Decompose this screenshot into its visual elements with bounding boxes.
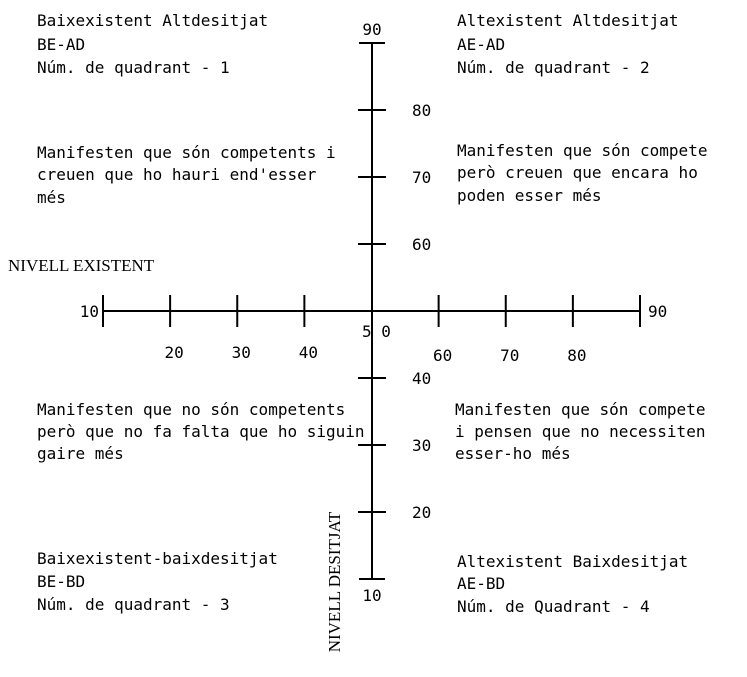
quadrant-3-code: BE-BD bbox=[37, 572, 86, 591]
x-tick-label-90: 90 bbox=[648, 302, 667, 321]
quadrant-3-number: Núm. de quadrant - 3 bbox=[37, 595, 230, 614]
quadrant-3-desc-line-1: Manifesten que no són competents bbox=[37, 400, 346, 419]
x-tick-label-30: 30 bbox=[232, 343, 251, 362]
quadrant-3-title: Baixexistent-baixdesitjat bbox=[37, 549, 278, 568]
quadrant-2-code: AE-AD bbox=[457, 35, 506, 54]
quadrant-1-title: Baixexistent Altdesitjat bbox=[37, 11, 269, 30]
quadrant-4-number: Núm. de Quadrant - 4 bbox=[457, 597, 650, 616]
x-axis-title: NIVELL EXISTENT bbox=[8, 256, 155, 275]
x-tick-label-60: 60 bbox=[433, 346, 452, 365]
quadrant-1-desc-line-2: creuen que ho hauri end'esser bbox=[37, 165, 317, 184]
y-tick-label-20: 20 bbox=[412, 503, 431, 522]
y-tick-label-90: 90 bbox=[362, 20, 381, 39]
x-tick-label-20: 20 bbox=[164, 343, 183, 362]
x-tick-label-10: 10 bbox=[80, 302, 99, 321]
y-tick-label-30: 30 bbox=[412, 436, 431, 455]
quadrant-2-title: Altexistent Altdesitjat bbox=[457, 11, 679, 30]
quadrant-1-desc-line-3: més bbox=[37, 188, 66, 207]
x-tick-label-70: 70 bbox=[500, 346, 519, 365]
quadrant-1-number: Núm. de quadrant - 1 bbox=[37, 58, 230, 77]
y-tick-label-40: 40 bbox=[412, 369, 431, 388]
x-tick-label-80: 80 bbox=[567, 346, 586, 365]
y-tick-label-10: 10 bbox=[362, 586, 381, 605]
x-tick-label-40: 40 bbox=[299, 343, 318, 362]
y-tick-label-80: 80 bbox=[412, 101, 431, 120]
quadrant-3-desc-line-3: gaire més bbox=[37, 444, 124, 463]
quadrant-4-title: Altexistent Baixdesitjat bbox=[457, 552, 689, 571]
quadrant-2-desc-line-1: Manifesten que són compete bbox=[457, 141, 708, 160]
quadrant-4-code: AE-BD bbox=[457, 574, 506, 593]
quadrant-4-desc-line-1: Manifesten que són compete bbox=[455, 400, 706, 419]
quadrant-1-code: BE-AD bbox=[37, 35, 86, 54]
y-tick-label-70: 70 bbox=[412, 168, 431, 187]
quadrant-3-desc-line-2: però que no fa falta que ho siguin bbox=[37, 422, 365, 441]
y-tick-label-60: 60 bbox=[412, 235, 431, 254]
quadrant-2-number: Núm. de quadrant - 2 bbox=[457, 58, 650, 77]
x-tick-label-50: 5 0 bbox=[362, 322, 391, 341]
quadrant-2-desc-line-2: però creuen que encara ho bbox=[457, 163, 698, 182]
quadrant-2-desc-line-3: poden esser més bbox=[457, 186, 602, 205]
quadrant-1-desc-line-1: Manifesten que són competents i bbox=[37, 143, 336, 162]
quadrant-4-desc-line-3: esser-ho més bbox=[455, 444, 571, 463]
quadrant-4-desc-line-2: i pensen que no necessiten bbox=[455, 422, 706, 441]
